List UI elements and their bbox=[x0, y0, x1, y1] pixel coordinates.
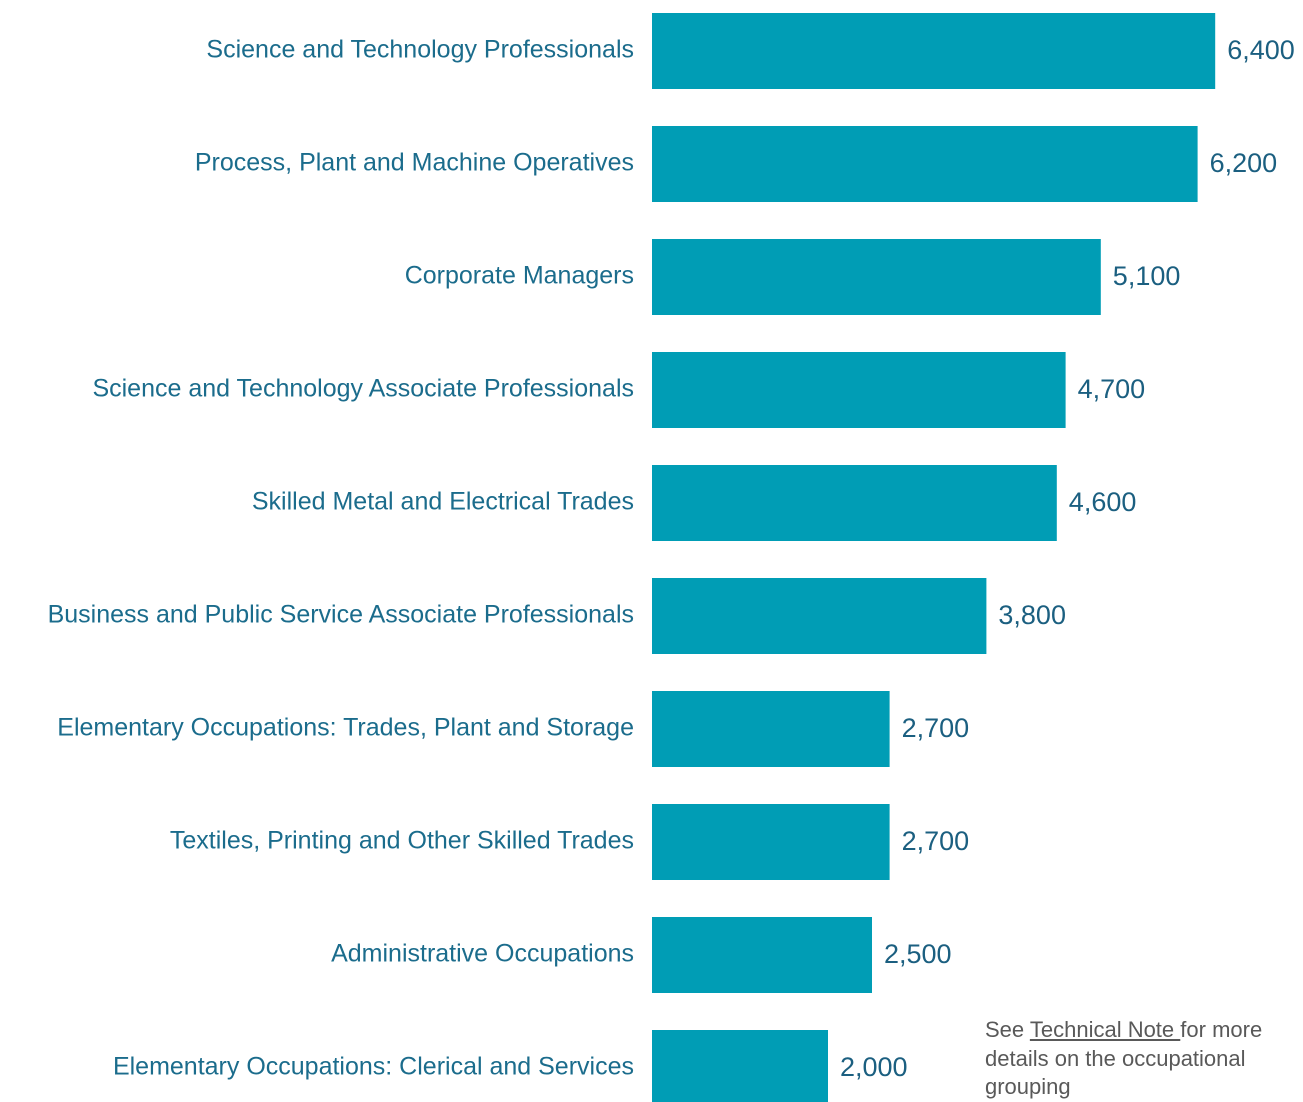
value-label: 6,400 bbox=[1227, 35, 1295, 65]
bar bbox=[652, 465, 1057, 541]
category-label: Textiles, Printing and Other Skilled Tra… bbox=[170, 827, 634, 855]
value-label: 4,600 bbox=[1069, 487, 1137, 517]
category-label: Business and Public Service Associate Pr… bbox=[48, 601, 634, 629]
technical-note-link[interactable]: Technical Note bbox=[1029, 1017, 1181, 1042]
footnote: See Technical Note for more details on t… bbox=[985, 1016, 1300, 1102]
value-label: 3,800 bbox=[998, 600, 1066, 630]
category-label: Elementary Occupations: Clerical and Ser… bbox=[113, 1053, 634, 1081]
value-label: 2,500 bbox=[884, 939, 952, 969]
category-label: Science and Technology Associate Profess… bbox=[92, 375, 634, 403]
bar bbox=[652, 691, 890, 767]
category-label: Science and Technology Professionals bbox=[206, 36, 634, 64]
bar bbox=[652, 578, 987, 654]
note-text: See bbox=[985, 1017, 1030, 1042]
note-text: for more details on the occupational gro… bbox=[985, 1017, 1263, 1099]
value-label: 4,700 bbox=[1078, 374, 1146, 404]
category-label: Process, Plant and Machine Operatives bbox=[195, 149, 634, 177]
bar bbox=[652, 917, 872, 993]
value-label: 5,100 bbox=[1113, 261, 1181, 291]
value-label: 2,700 bbox=[902, 713, 970, 743]
bar bbox=[652, 352, 1066, 428]
category-label: Skilled Metal and Electrical Trades bbox=[252, 488, 634, 516]
value-label: 2,700 bbox=[902, 826, 970, 856]
value-label: 2,000 bbox=[840, 1052, 908, 1082]
value-label: 6,200 bbox=[1210, 148, 1278, 178]
bar bbox=[652, 1030, 828, 1102]
category-label: Administrative Occupations bbox=[331, 940, 634, 968]
bar bbox=[652, 126, 1198, 202]
category-label: Elementary Occupations: Trades, Plant an… bbox=[57, 714, 634, 742]
bar bbox=[652, 804, 890, 880]
bar bbox=[652, 13, 1216, 89]
bar bbox=[652, 239, 1101, 315]
category-label: Corporate Managers bbox=[405, 262, 634, 290]
